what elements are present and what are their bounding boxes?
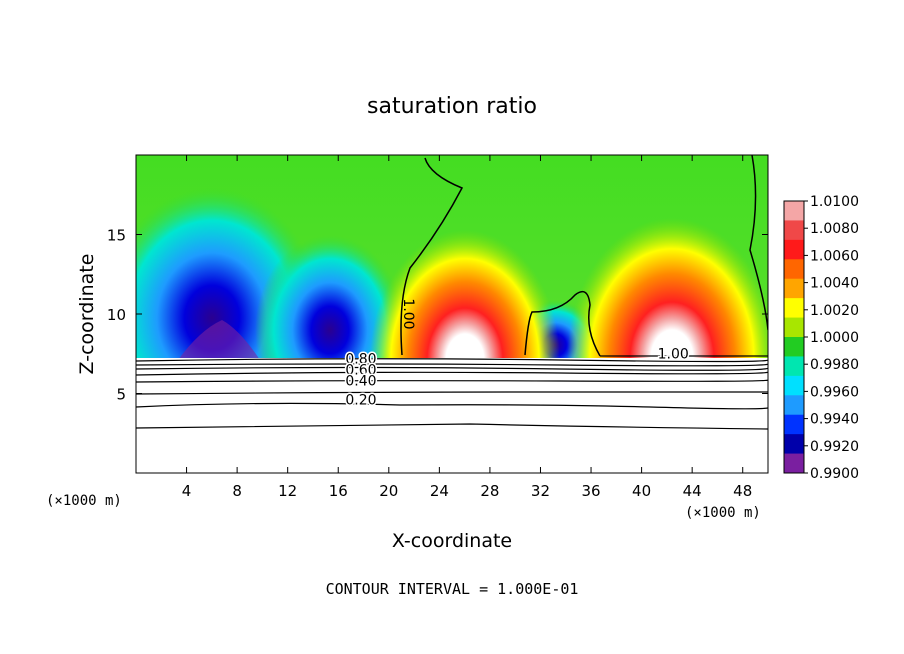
x-tick-label: 32 bbox=[531, 482, 550, 500]
contour-label: 0.40 bbox=[345, 374, 376, 390]
contour-label: 0.60 bbox=[345, 362, 376, 378]
contour-label: 0.80 bbox=[345, 351, 376, 367]
x-unit-left: (×1000 m) bbox=[46, 493, 122, 509]
x-axis: 4 8 12 16 20 24 28 32 36 40 44 48 bbox=[182, 155, 752, 500]
x-tick-label: 12 bbox=[278, 482, 297, 500]
colorbar-swatch bbox=[784, 298, 804, 319]
x-tick-label: 20 bbox=[379, 482, 398, 500]
x-tick-label: 36 bbox=[581, 482, 600, 500]
colorbar-swatch bbox=[784, 395, 804, 416]
contour-1-00-left bbox=[400, 157, 464, 356]
colorbar-swatch bbox=[784, 259, 804, 280]
colorbar-swatch bbox=[784, 337, 804, 357]
plot-area bbox=[136, 155, 768, 473]
y-axis: 5 10 15 bbox=[107, 227, 768, 404]
y-tick-label: 15 bbox=[107, 227, 126, 245]
y-tick-label: 5 bbox=[116, 386, 126, 404]
contour-label: 1.00 bbox=[658, 347, 689, 363]
colorbar-label: 0.9940 bbox=[810, 412, 859, 428]
colorbar-swatch bbox=[784, 278, 804, 299]
colorbar-label: 0.9900 bbox=[810, 466, 859, 482]
y-tick-label: 10 bbox=[107, 306, 126, 324]
x-tick-label: 24 bbox=[430, 482, 449, 500]
colorbar-label: 1.0020 bbox=[810, 303, 859, 319]
x-tick-label: 28 bbox=[480, 482, 499, 500]
colorbar-swatch bbox=[784, 453, 804, 474]
x-tick-label: 44 bbox=[683, 482, 702, 500]
x-tick-label: 4 bbox=[182, 482, 192, 500]
colorbar-swatch bbox=[784, 239, 804, 260]
x-tick-label: 8 bbox=[232, 482, 242, 500]
colorbar-label: 0.9960 bbox=[810, 384, 859, 400]
colorbar-swatch bbox=[784, 434, 804, 455]
low-level-contours bbox=[136, 358, 768, 430]
colorbar-label: 0.9980 bbox=[810, 357, 859, 373]
white-lower-area bbox=[136, 358, 768, 473]
colorbar-swatch bbox=[784, 317, 804, 338]
y-axis-label: Z-coordinate bbox=[76, 254, 98, 375]
contour-1-00-right bbox=[749, 155, 768, 331]
colorbar-label: 1.0100 bbox=[810, 194, 859, 210]
colorbar-swatch bbox=[784, 356, 804, 377]
colorbar-swatch bbox=[784, 375, 804, 396]
colorbar-swatch bbox=[784, 220, 804, 241]
x-tick-label: 48 bbox=[733, 482, 752, 500]
contour-1-00-mid bbox=[524, 290, 601, 357]
x-axis-label: X-coordinate bbox=[392, 530, 512, 552]
x-tick-label: 40 bbox=[632, 482, 651, 500]
contour-label: 0.20 bbox=[345, 393, 376, 409]
supersaturated-core-left bbox=[178, 320, 260, 360]
x-unit-right: (×1000 m) bbox=[685, 505, 761, 521]
colorbar-label: 1.0040 bbox=[810, 276, 859, 292]
colorbar-label: 1.0080 bbox=[810, 221, 859, 237]
colorbar-label: 0.9920 bbox=[810, 439, 859, 455]
colorbar-label: 1.0000 bbox=[810, 330, 859, 346]
contour-label: 1.00 bbox=[400, 298, 416, 329]
contour-interval-note: CONTOUR INTERVAL = 1.000E-01 bbox=[326, 580, 579, 598]
colorbar-swatch bbox=[784, 201, 804, 221]
colorbar-label: 1.0060 bbox=[810, 248, 859, 264]
x-tick-label: 16 bbox=[329, 482, 348, 500]
colorbar: 1.0100 1.0080 1.0060 1.0040 1.0020 1.0000 0.99… bbox=[783, 194, 859, 482]
contour-labels: 1.00 1.00 0.800.600.40 0.20 bbox=[344, 298, 690, 410]
colorbar-swatch bbox=[784, 414, 804, 435]
chart-title: saturation ratio bbox=[367, 94, 537, 119]
